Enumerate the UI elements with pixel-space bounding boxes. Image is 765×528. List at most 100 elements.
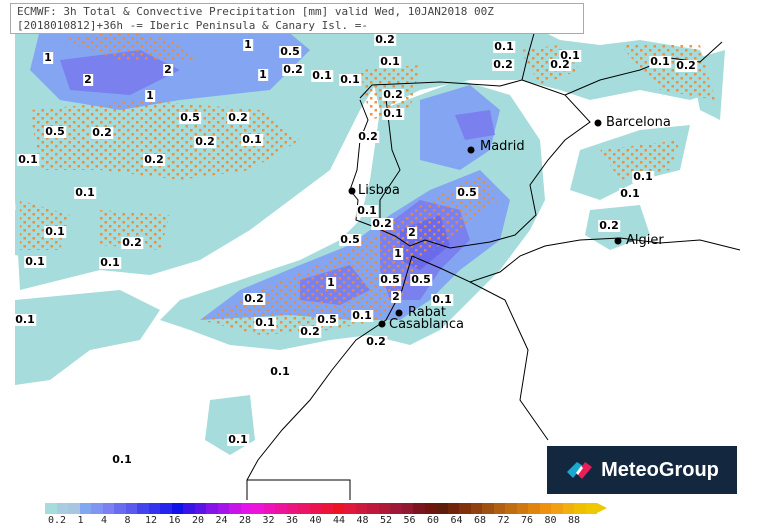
contour-label: 0.1 <box>24 255 46 268</box>
colorbar-swatch <box>309 503 321 514</box>
colorbar-swatch <box>45 503 57 514</box>
city-label: Madrid <box>480 139 525 154</box>
contour-label: 2 <box>407 226 417 239</box>
contour-label: 0.1 <box>74 186 96 199</box>
logo-text: MeteoGroup <box>601 458 719 481</box>
colorbar-tick-label: 80 <box>544 515 557 526</box>
colorbar-swatch <box>401 503 413 514</box>
colorbar-swatch <box>344 503 356 514</box>
contour-label: 0.2 <box>374 33 396 46</box>
meteogroup-logo: MeteoGroup <box>547 446 737 494</box>
colorbar-swatch <box>321 503 333 514</box>
contour-label: 1 <box>145 89 155 102</box>
colorbar-swatch <box>367 503 379 514</box>
meteogroup-logo-icon <box>567 462 593 479</box>
contour-label: 0.1 <box>431 293 453 306</box>
contour-label: 0.5 <box>44 125 66 138</box>
city-label: Rabat <box>408 305 447 320</box>
colorbar-swatch <box>194 503 206 514</box>
contour-label: 0.1 <box>493 40 515 53</box>
colorbar-swatch <box>125 503 137 514</box>
contour-label: 0.5 <box>379 273 401 286</box>
contour-label: 0.1 <box>382 107 404 120</box>
colorbar-swatch <box>56 503 68 514</box>
colorbar-swatch <box>551 503 563 514</box>
city-dot <box>614 237 622 245</box>
city-label: Barcelona <box>606 115 671 130</box>
colorbar-swatch <box>528 503 540 514</box>
contour-label: 0.2 <box>382 88 404 101</box>
city-label: Casablanca <box>389 317 464 332</box>
colorbar-swatch <box>585 503 597 514</box>
colorbar-swatch <box>217 503 229 514</box>
colorbar-tick-label: 28 <box>238 515 252 526</box>
colorbar-swatch <box>252 503 264 514</box>
colorbar-tick-label: 36 <box>285 515 299 526</box>
contour-label: 0.1 <box>111 453 133 466</box>
contour-label: 0.5 <box>179 111 201 124</box>
colorbar <box>45 503 607 514</box>
colorbar-swatch <box>160 503 172 514</box>
contour-label: 0.2 <box>371 217 393 230</box>
contour-label: 0.2 <box>243 292 265 305</box>
contour-label: 2 <box>391 290 401 303</box>
colorbar-swatch <box>275 503 287 514</box>
colorbar-swatch <box>137 503 149 514</box>
contour-label: 0.1 <box>227 433 249 446</box>
contour-label: 0.1 <box>649 55 671 68</box>
contour-label: 0.2 <box>143 153 165 166</box>
colorbar-swatch <box>286 503 298 514</box>
contour-label: 0.1 <box>99 256 121 269</box>
city-dot <box>378 320 386 328</box>
map-header: ECMWF: 3h Total & Convective Precipitati… <box>10 3 584 34</box>
colorbar-swatch <box>470 503 482 514</box>
contour-label: 0.5 <box>410 273 432 286</box>
colorbar-swatch <box>539 503 551 514</box>
contour-label: 0.2 <box>598 219 620 232</box>
contour-label: 1 <box>326 276 336 289</box>
contour-label: 0.5 <box>456 186 478 199</box>
colorbar-swatch <box>229 503 241 514</box>
colorbar-swatch <box>378 503 390 514</box>
contour-label: 0.1 <box>351 309 373 322</box>
colorbar-tick-label: 20 <box>191 515 205 526</box>
colorbar-swatch <box>459 503 471 514</box>
contour-label: 0.1 <box>619 187 641 200</box>
contour-label: 0.1 <box>17 153 39 166</box>
colorbar-swatch <box>79 503 91 514</box>
contour-label: 0.2 <box>91 126 113 139</box>
contour-label: 0.2 <box>492 58 514 71</box>
contour-label: 0.2 <box>675 59 697 72</box>
header-subtitle: [2018010812]+36h -= Iberic Peninsula & C… <box>17 19 368 32</box>
contour-label: 0.1 <box>269 365 291 378</box>
contour-label: 2 <box>83 73 93 86</box>
colorbar-swatch <box>355 503 367 514</box>
contour-label: 0.1 <box>14 313 36 326</box>
contour-label: 0.5 <box>339 233 361 246</box>
colorbar-tick-label: 32 <box>262 515 275 526</box>
colorbar-swatch <box>91 503 103 514</box>
colorbar-tick-label: 88 <box>567 515 581 526</box>
precipitation-map <box>15 7 741 500</box>
contour-label: 0.5 <box>316 313 338 326</box>
colorbar-tick-label: 16 <box>168 515 181 526</box>
colorbar-swatch <box>413 503 425 514</box>
colorbar-swatch <box>505 503 517 514</box>
colorbar-tick-label: 0.2 <box>47 515 67 526</box>
contour-label: 0.2 <box>194 135 216 148</box>
city-dot <box>395 309 403 317</box>
colorbar-swatch <box>493 503 505 514</box>
contour-label: 0.2 <box>365 335 387 348</box>
contour-label: 0.1 <box>356 204 378 217</box>
colorbar-swatch <box>332 503 344 514</box>
city-dot <box>467 146 475 154</box>
contour-label: 0.5 <box>279 45 301 58</box>
colorbar-swatch <box>240 503 252 514</box>
contour-label: 0.2 <box>121 236 143 249</box>
colorbar-tick-label: 48 <box>356 515 369 526</box>
colorbar-arrow <box>597 503 607 513</box>
colorbar-swatch <box>68 503 80 514</box>
colorbar-tick-label: 40 <box>309 515 322 526</box>
colorbar-swatch <box>263 503 275 514</box>
